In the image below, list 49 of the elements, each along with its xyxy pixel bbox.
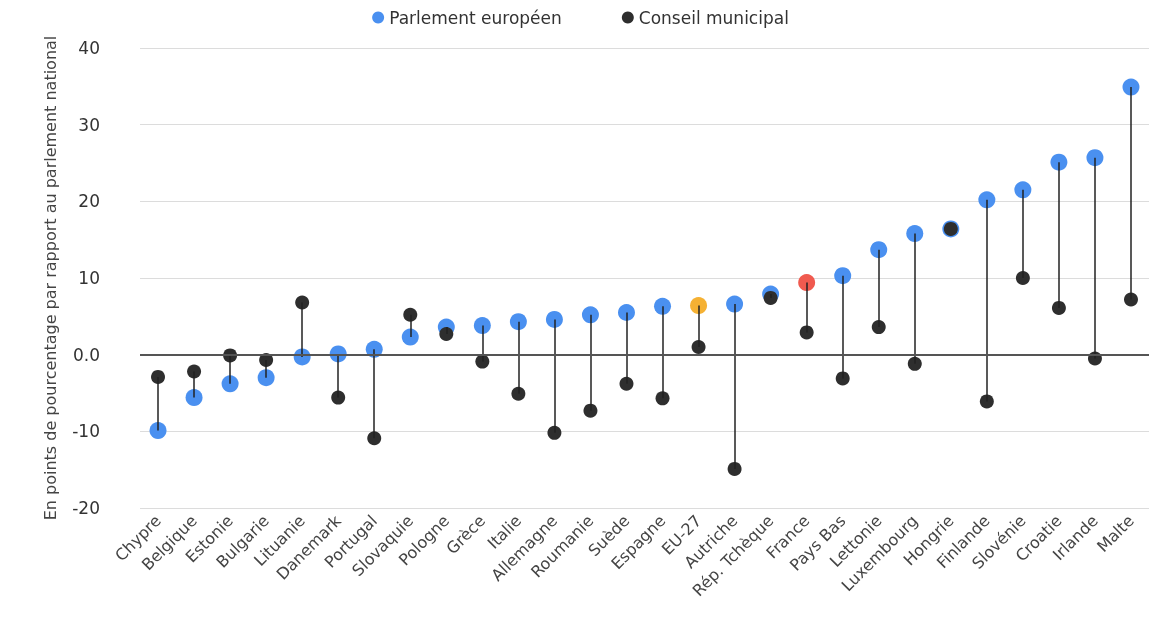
point [978, 191, 996, 209]
point [221, 375, 239, 393]
point [979, 394, 994, 409]
point [1015, 271, 1030, 285]
point [691, 340, 706, 354]
point [1051, 300, 1066, 315]
point [511, 386, 526, 401]
legend-label: Parlement européen [389, 7, 562, 28]
legend-label: Conseil municipal [638, 7, 789, 28]
y-tick-label: 20 [78, 191, 100, 212]
point [331, 390, 346, 405]
point [547, 425, 562, 440]
point [149, 422, 167, 440]
y-tick-label: -10 [72, 421, 100, 442]
y-tick-label: 0.0 [72, 344, 100, 365]
point [726, 295, 744, 313]
point [257, 369, 275, 387]
point [151, 369, 166, 384]
point [545, 310, 563, 328]
point [295, 295, 310, 310]
point [509, 313, 527, 331]
point [798, 274, 816, 292]
point [401, 328, 419, 346]
y-axis-title: En points de pourcentage par rapport au parlement national [40, 35, 60, 521]
point [473, 317, 491, 335]
point [870, 241, 888, 259]
y-tick-label: -20 [72, 498, 100, 518]
point [1086, 149, 1104, 167]
point [403, 307, 418, 322]
point [690, 297, 708, 315]
point [187, 364, 202, 379]
y-tick-label: 10 [78, 268, 100, 288]
point [871, 320, 886, 335]
point [581, 306, 599, 324]
point [654, 297, 672, 315]
point [1050, 153, 1068, 171]
y-tick-label: 30 [78, 114, 100, 135]
point [907, 356, 922, 371]
point [367, 431, 382, 446]
point [185, 389, 203, 407]
y-tick-label: 40 [78, 38, 100, 58]
point [1014, 181, 1032, 199]
point [906, 225, 924, 243]
point [618, 304, 635, 321]
point [727, 461, 742, 476]
point [763, 290, 778, 305]
point [834, 267, 852, 285]
point [439, 326, 454, 341]
point [1124, 292, 1138, 307]
